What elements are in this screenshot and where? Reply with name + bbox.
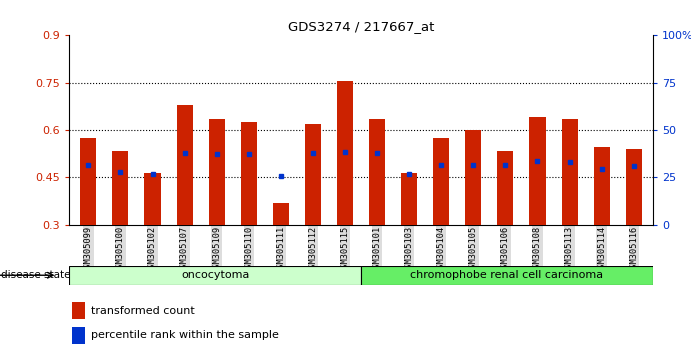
Text: oncocytoma: oncocytoma [181,270,249,280]
Text: chromophobe renal cell carcinoma: chromophobe renal cell carcinoma [410,270,603,280]
Bar [72,327,85,344]
Bar [529,118,545,225]
Bar [69,266,361,285]
Bar [433,138,449,225]
Bar [144,173,160,225]
Bar [113,150,129,225]
Title: GDS3274 / 217667_at: GDS3274 / 217667_at [288,20,434,33]
Bar [361,266,653,285]
Text: transformed count: transformed count [91,306,195,316]
Bar [498,150,513,225]
Bar [305,124,321,225]
Bar [240,122,257,225]
Bar [369,119,385,225]
Bar [626,149,642,225]
Bar [594,148,609,225]
Bar [337,81,353,225]
Bar [72,302,85,319]
Bar [273,203,289,225]
Bar [177,105,193,225]
Bar [209,119,225,225]
Bar [401,173,417,225]
Text: disease state: disease state [1,270,70,280]
Bar [562,119,578,225]
Bar [80,138,96,225]
Bar [465,130,482,225]
Text: percentile rank within the sample: percentile rank within the sample [91,330,279,340]
